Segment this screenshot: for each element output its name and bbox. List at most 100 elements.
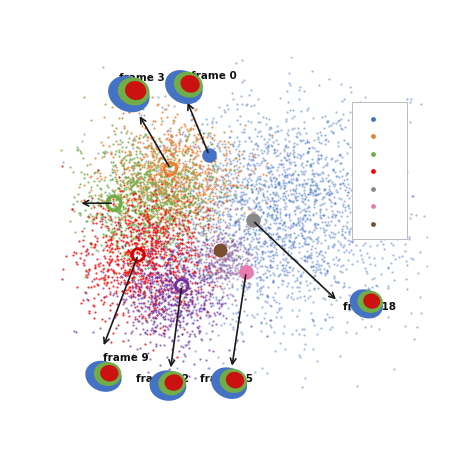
Point — [215, 249, 222, 256]
Point — [130, 245, 137, 253]
Point — [283, 268, 291, 276]
Point — [184, 283, 192, 290]
Point — [141, 211, 148, 219]
Point — [100, 280, 108, 287]
Point — [179, 166, 186, 174]
Point — [154, 170, 162, 177]
Point — [151, 239, 158, 246]
Point — [120, 160, 128, 167]
Point — [255, 128, 262, 136]
Point — [310, 137, 318, 144]
Point — [139, 209, 147, 217]
Point — [183, 275, 191, 283]
Point — [130, 225, 137, 233]
Point — [107, 158, 115, 166]
Point — [214, 353, 222, 361]
Point — [292, 244, 299, 251]
Point — [113, 178, 121, 185]
Point — [190, 155, 197, 163]
Point — [192, 235, 200, 242]
Point — [282, 171, 289, 179]
Point — [182, 175, 189, 183]
Point — [136, 154, 143, 162]
Point — [174, 336, 182, 343]
Point — [325, 221, 333, 228]
Point — [203, 133, 211, 141]
Point — [155, 155, 163, 163]
Point — [193, 171, 201, 179]
Point — [296, 351, 303, 359]
Point — [162, 276, 170, 283]
Point — [237, 264, 245, 272]
Point — [293, 312, 301, 320]
Point — [218, 267, 226, 274]
Point — [260, 193, 267, 201]
Point — [425, 277, 433, 285]
Point — [256, 291, 264, 298]
Point — [191, 268, 199, 276]
Point — [407, 210, 414, 217]
Point — [152, 189, 160, 196]
Point — [126, 178, 134, 185]
Point — [225, 192, 232, 200]
Point — [136, 288, 144, 295]
Point — [182, 246, 190, 254]
Point — [232, 190, 239, 198]
Point — [164, 146, 172, 154]
Point — [147, 191, 155, 198]
Point — [178, 173, 185, 180]
Point — [195, 189, 203, 196]
Point — [147, 285, 155, 292]
Point — [218, 249, 226, 257]
Point — [370, 274, 378, 282]
Point — [173, 196, 181, 204]
Point — [152, 153, 159, 160]
Point — [113, 239, 121, 247]
Point — [290, 112, 298, 120]
Point — [165, 230, 173, 237]
Point — [155, 204, 162, 212]
Point — [189, 171, 197, 178]
Point — [274, 223, 282, 231]
Point — [122, 278, 129, 286]
Point — [215, 188, 223, 195]
Point — [219, 173, 227, 181]
Point — [208, 278, 216, 285]
Point — [228, 231, 236, 238]
Point — [203, 211, 211, 219]
Point — [256, 127, 264, 135]
Point — [275, 180, 283, 188]
Point — [180, 185, 188, 193]
Point — [159, 313, 166, 320]
Point — [270, 252, 277, 259]
Point — [128, 253, 136, 260]
Point — [191, 222, 199, 229]
Point — [117, 222, 124, 230]
Point — [184, 248, 192, 255]
Point — [175, 268, 182, 276]
Point — [253, 132, 261, 140]
Point — [109, 240, 116, 248]
Point — [159, 313, 167, 320]
Point — [134, 219, 142, 226]
Point — [254, 245, 261, 253]
Point — [110, 166, 118, 174]
Point — [191, 181, 198, 189]
Point — [137, 198, 144, 206]
Point — [183, 231, 191, 238]
Point — [163, 260, 171, 268]
Point — [207, 158, 214, 166]
Point — [362, 264, 369, 272]
Point — [85, 266, 92, 274]
Point — [135, 175, 143, 183]
Point — [164, 323, 171, 331]
Point — [280, 264, 287, 272]
Point — [148, 255, 156, 262]
Point — [266, 301, 273, 308]
Point — [170, 235, 178, 242]
Point — [129, 248, 137, 256]
Point — [167, 203, 174, 211]
Point — [130, 259, 137, 267]
Point — [237, 206, 245, 213]
Point — [199, 134, 206, 142]
